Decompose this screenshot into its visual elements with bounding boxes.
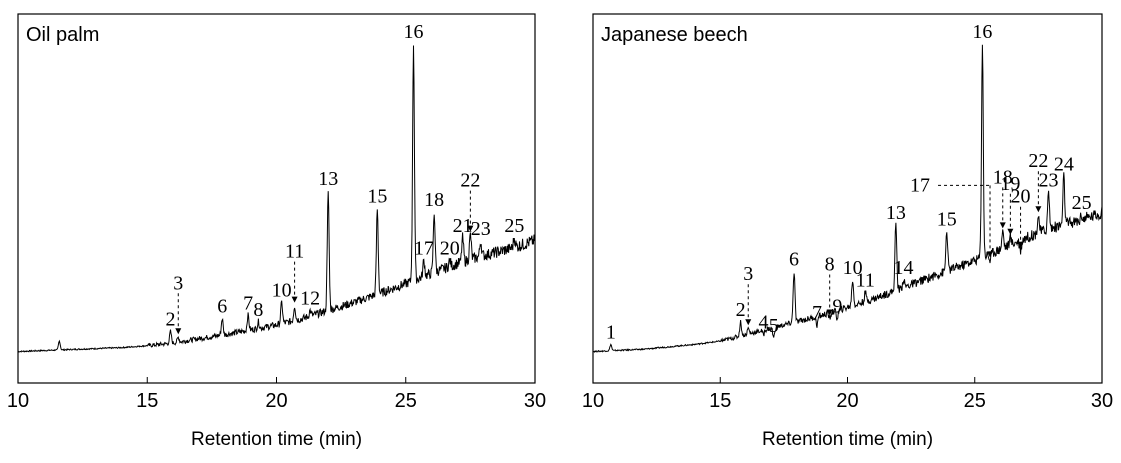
peak-label: 3 (173, 272, 183, 294)
peak-label: 19 (1000, 173, 1020, 195)
x-tick-label: 20 (265, 390, 287, 412)
peak-label: 22 (460, 170, 480, 192)
peak-arrowhead (1017, 241, 1024, 248)
chromatogram-trace (17, 45, 536, 353)
peak-label: 11 (856, 270, 875, 292)
peak-label: 7 (812, 302, 822, 324)
peak-label: 20 (1011, 186, 1031, 208)
peak-label: 2 (166, 308, 176, 330)
peak-label: 15 (937, 208, 957, 230)
peak-label: 6 (217, 296, 227, 318)
peak-label: 21 (453, 215, 473, 237)
x-tick-label: 10 (7, 390, 29, 412)
x-axis-label: Retention time (min) (191, 429, 362, 450)
x-tick-label: 30 (524, 390, 546, 412)
peak-label: 16 (972, 21, 992, 43)
peak-label: 16 (404, 21, 424, 43)
peak-label: 11 (285, 241, 304, 263)
peak-label: 25 (504, 215, 524, 237)
peak-label: 4 (759, 312, 769, 334)
peak-label: 17 (910, 174, 930, 196)
peak-label: 25 (1072, 192, 1092, 214)
peak-label: 2 (736, 299, 746, 321)
peak-arrowhead (826, 309, 833, 316)
peak-label: 24 (1054, 153, 1074, 175)
peak-label: 10 (843, 257, 863, 279)
peak-label: 8 (253, 299, 263, 321)
peak-label: 20 (440, 237, 460, 259)
peak-label: 23 (471, 218, 491, 240)
peak-arrowhead (467, 225, 474, 232)
peak-label: 22 (1028, 150, 1048, 172)
peak-label: 14 (893, 257, 913, 279)
chromatogram-trace (592, 44, 1103, 353)
peak-label: 8 (825, 254, 835, 276)
peak-label: 18 (993, 166, 1013, 188)
peak-arrowhead (745, 319, 752, 326)
peak-label: 18 (424, 189, 444, 211)
peak-arrowhead (291, 296, 298, 303)
peak-label: 17 (414, 237, 434, 259)
peak-arrowhead (987, 251, 994, 258)
x-axis-label: Retention time (min) (762, 429, 933, 450)
plot-frame (17, 13, 536, 384)
x-tick-label: 10 (582, 390, 604, 412)
x-tick-label: 20 (836, 390, 858, 412)
x-tick-label: 30 (1091, 390, 1113, 412)
peak-arrowhead (999, 222, 1006, 229)
peak-label: 13 (318, 168, 338, 190)
x-tick-label: 15 (709, 390, 731, 412)
x-tick-label: 25 (395, 390, 417, 412)
peak-label: 12 (300, 287, 320, 309)
panel-label: Japanese beech (601, 24, 748, 46)
peak-label: 7 (243, 292, 253, 314)
peak-label: 13 (886, 202, 906, 224)
peak-arrowhead (175, 328, 182, 335)
peak-label: 1 (606, 321, 616, 343)
peak-label: 6 (789, 249, 799, 271)
x-tick-label: 15 (136, 390, 158, 412)
peak-label: 3 (743, 263, 753, 285)
peak-label: 9 (832, 296, 842, 318)
peak-label: 5 (769, 315, 779, 337)
peak-arrowhead (1035, 206, 1042, 213)
peak-arrowhead (1007, 228, 1014, 235)
peak-label: 10 (272, 279, 292, 301)
x-tick-label: 25 (964, 390, 986, 412)
peak-label: 23 (1039, 170, 1059, 192)
panel-label: Oil palm (26, 24, 99, 46)
peak-label: 15 (367, 186, 387, 208)
